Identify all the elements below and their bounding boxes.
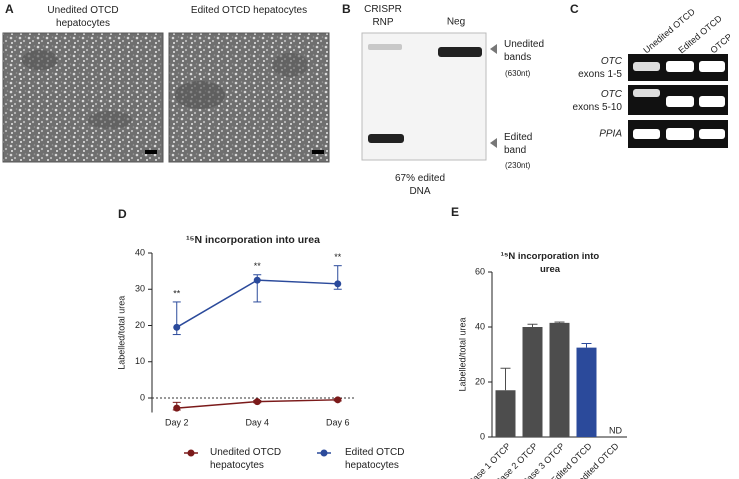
gel-band (666, 96, 694, 107)
caption: Unedited OTCD hepatocytes (47, 5, 119, 29)
arrow (490, 44, 497, 54)
row-label: OTC exons 1-5 (578, 55, 622, 81)
bar (549, 322, 570, 437)
bar (576, 347, 597, 437)
y-tick-label: 40 (135, 247, 145, 257)
y-axis-label: Labelled/total urea (457, 317, 467, 391)
x-tick-label: Day 6 (326, 417, 350, 427)
gel-band (368, 134, 404, 143)
band-label: Edited band (504, 132, 533, 156)
band-label: Unedited bands (504, 39, 545, 63)
micrograph-detail (272, 53, 308, 77)
chart-title: ¹⁵N incorporation into urea (186, 234, 320, 246)
gene-name: OTC (600, 89, 622, 100)
scale-bar (145, 150, 157, 154)
band-size: (230nt) (505, 161, 531, 170)
legend-label: Unedited OTCD hepatocytes (210, 447, 282, 471)
y-label-group: Labelled/total urea (116, 296, 126, 370)
y-tick-label: 40 (475, 321, 485, 331)
caption: Edited OTCD hepatocytes (190, 5, 308, 16)
bar (522, 327, 543, 437)
data-point (173, 404, 181, 412)
y-axis-label: Labelled/total urea (116, 296, 126, 370)
data-point (334, 280, 342, 288)
data-point (253, 276, 261, 284)
x-tick-label: Day 2 (165, 417, 189, 427)
result-label: 67% edited DNA (394, 173, 446, 197)
y-tick-label: 10 (135, 356, 145, 366)
gel-band (438, 47, 482, 57)
legend-label: Edited OTCD hepatocytes (345, 447, 405, 471)
bar (495, 390, 516, 437)
annotation: ** (334, 252, 342, 262)
gel-band (633, 62, 660, 71)
x-tick-label: Day 4 (245, 417, 269, 427)
column-label: OTCP (708, 32, 734, 56)
panel-label: C (570, 2, 579, 16)
panel-label: A (5, 2, 14, 16)
micrograph-detail (175, 81, 225, 109)
gel-band (699, 96, 725, 107)
panel-label: D (118, 207, 127, 221)
legend-marker (320, 449, 328, 457)
y-tick-label: 0 (140, 392, 145, 402)
row-label: OTC exons 5-10 (573, 88, 622, 114)
micrograph-detail (88, 111, 132, 129)
panel-label: E (451, 205, 459, 219)
data-point (253, 398, 261, 406)
data-point (334, 396, 342, 404)
y-tick-label: 30 (135, 284, 145, 294)
y-tick-label: 60 (475, 266, 485, 276)
row-label: PPIA (599, 129, 622, 140)
region: exons 5-10 (572, 102, 622, 113)
y-tick-label: 20 (135, 320, 145, 330)
data-point (173, 323, 181, 331)
lane-label: Neg (447, 17, 465, 28)
gel-band (666, 128, 694, 140)
annotation: ** (173, 288, 181, 298)
gel-band (699, 129, 725, 139)
panel-label: B (342, 2, 351, 16)
gene-name: OTC (600, 56, 622, 67)
y-tick-label: 0 (480, 431, 485, 441)
lane-label: CRISPR RNP (364, 4, 402, 28)
band-size: (630nt) (505, 69, 531, 78)
micrograph-detail (22, 50, 58, 70)
gel-band (633, 129, 660, 139)
gel-band (633, 89, 660, 97)
region: exons 1-5 (578, 69, 622, 80)
scale-bar (312, 150, 324, 154)
arrow (490, 138, 497, 148)
micrograph (2, 32, 164, 163)
annotation: ** (254, 261, 262, 271)
gel-band (666, 61, 694, 72)
y-label-group: Labelled/total urea (457, 317, 467, 391)
gel-band (368, 44, 402, 50)
legend-marker (187, 449, 195, 457)
gel-band (699, 61, 725, 72)
chart-title: ¹⁵N incorporation into urea (500, 251, 600, 275)
y-tick-label: 20 (475, 376, 485, 386)
value-label: ND (609, 425, 622, 435)
